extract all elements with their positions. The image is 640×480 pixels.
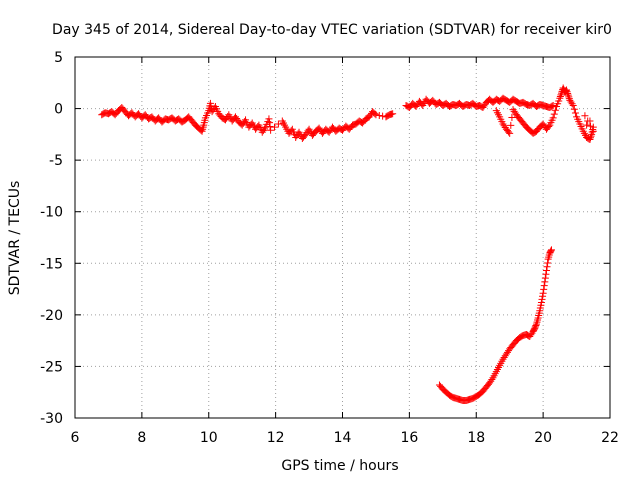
x-tick-label: 6 — [71, 430, 80, 446]
data-point-fill — [570, 105, 578, 113]
data-point-fill — [508, 114, 516, 122]
data-point-fill — [586, 134, 594, 142]
data-point-fill — [538, 295, 546, 303]
data-point — [556, 94, 564, 102]
data-point-fill — [539, 292, 547, 300]
data-point — [586, 136, 594, 144]
data-point-fill — [565, 95, 573, 103]
data-point-fill — [565, 93, 573, 101]
data-point-fill — [544, 259, 552, 267]
data-point-fill — [571, 109, 579, 117]
y-tick-label: 0 — [54, 102, 63, 118]
data-point-fill — [540, 285, 548, 293]
data-point-fill — [557, 91, 565, 99]
data-point-fill — [584, 117, 592, 125]
data-points — [98, 84, 597, 404]
data-point-fill — [271, 123, 279, 131]
y-tick-label: -30 — [40, 411, 63, 427]
data-point-fill — [265, 119, 273, 127]
data-point-fill — [260, 125, 268, 133]
data-point-fill — [564, 89, 572, 97]
data-point-fill — [542, 270, 550, 278]
data-point-fill — [547, 247, 555, 255]
x-tick-label: 22 — [601, 430, 619, 446]
y-tick-label: -25 — [40, 359, 63, 375]
data-point — [547, 246, 555, 254]
data-point-fill — [266, 122, 274, 130]
x-tick-label: 18 — [467, 430, 485, 446]
data-point-fill — [375, 111, 383, 119]
data-point-fill — [543, 263, 551, 271]
data-point-fill — [551, 106, 559, 114]
data-point-fill — [556, 93, 564, 101]
data-point — [389, 110, 397, 118]
x-tick-label: 14 — [334, 430, 352, 446]
data-point — [563, 86, 571, 94]
data-point-fill — [587, 132, 595, 140]
data-point — [537, 298, 545, 306]
data-point-fill — [371, 110, 379, 118]
data-point-fill — [507, 121, 515, 129]
y-tick-label: -10 — [40, 205, 63, 221]
x-tick-label: 8 — [137, 430, 146, 446]
data-point — [549, 114, 557, 122]
y-tick-label: 5 — [54, 50, 63, 66]
grid — [75, 57, 610, 418]
data-point-fill — [488, 375, 496, 383]
data-point — [542, 267, 550, 275]
x-tick-label: 12 — [267, 430, 285, 446]
data-point — [265, 115, 273, 123]
data-point-fill — [532, 322, 540, 330]
data-point-fill — [274, 120, 282, 128]
data-point — [372, 111, 380, 119]
data-point-fill — [586, 122, 594, 130]
data-point — [267, 126, 275, 134]
y-tick-label: -15 — [40, 256, 63, 272]
y-tick-label: -5 — [49, 153, 63, 169]
x-tick-label: 10 — [200, 430, 218, 446]
data-point — [581, 112, 589, 120]
data-point — [539, 289, 547, 297]
data-point — [583, 121, 591, 129]
data-point — [569, 101, 577, 109]
data-point-fill — [563, 88, 571, 96]
data-point-fill — [545, 122, 553, 130]
data-point — [564, 91, 572, 99]
data-point — [541, 278, 549, 286]
x-tick-label: 16 — [400, 430, 418, 446]
chart-title: Day 345 of 2014, Sidereal Day-to-day VTE… — [52, 22, 612, 38]
data-point — [549, 101, 557, 109]
data-point-fill — [550, 110, 558, 118]
data-point-fill — [541, 274, 549, 282]
data-point-fill — [505, 128, 513, 136]
x-tick-label: 20 — [534, 430, 552, 446]
data-point — [589, 127, 597, 135]
y-axis-label: SDTVAR / TECUs — [7, 181, 23, 296]
axis-ticks: 6 8 10 12 14 16 18 20 22 5 0 -5 -10 -15 -20 -25 -30 — [40, 50, 619, 446]
x-axis-label: GPS time / hours — [281, 458, 398, 474]
data-point — [506, 129, 514, 137]
data-point-fill — [568, 100, 576, 108]
y-tick-label: -20 — [40, 308, 63, 324]
data-point-fill — [540, 282, 548, 290]
